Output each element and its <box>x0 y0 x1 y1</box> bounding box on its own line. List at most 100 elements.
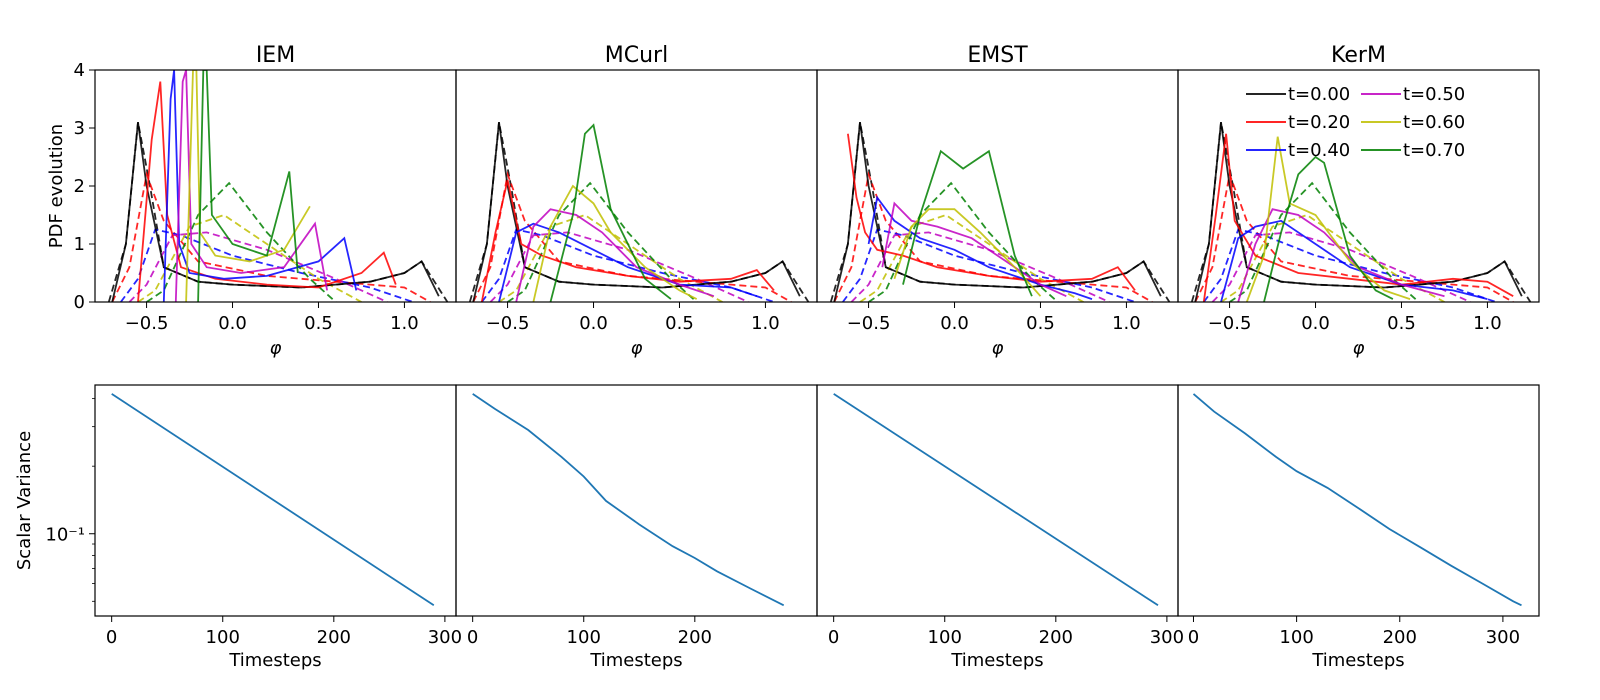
reference-line-t=0.50 <box>1211 231 1471 302</box>
series-line-t=0.60 <box>893 208 1042 297</box>
x-tick-label: 200 <box>1383 627 1417 648</box>
series-line-t=0.50 <box>174 70 328 302</box>
x-tick-label: 100 <box>1279 627 1313 648</box>
legend-label: t=0.60 <box>1403 112 1465 133</box>
x-tick-label: 0.5 <box>1387 313 1416 334</box>
x-tick-label: 0 <box>1188 627 1199 648</box>
legend-label: t=0.00 <box>1288 84 1350 105</box>
y-tick-label: 1 <box>74 234 85 255</box>
x-axis-label: Timesteps <box>228 650 321 671</box>
series-line-t=0.60 <box>185 70 311 302</box>
reference-line-t=0.50 <box>128 231 388 302</box>
variance-line <box>472 393 785 607</box>
axes-frame <box>1177 69 1540 303</box>
pdf-panel-iem <box>89 69 457 308</box>
series-line-t=0.20 <box>847 133 1136 291</box>
variance-panel-2 <box>455 384 818 622</box>
reference-line-t=0.60 <box>1220 214 1445 302</box>
plot-area <box>829 122 1171 302</box>
series-line-t=0.00 <box>1194 122 1523 302</box>
pdf-panel-emst <box>816 69 1179 308</box>
reference-line-t=0.20 <box>111 171 431 302</box>
x-axis-label: φ <box>992 338 1004 359</box>
series-line-t=0.50 <box>515 208 715 302</box>
x-tick-label: −0.5 <box>125 313 169 334</box>
x-tick-label: 300 <box>428 627 462 648</box>
x-axis-label: Timesteps <box>950 650 1043 671</box>
x-tick-label: 200 <box>678 627 712 648</box>
x-axis-label: Timesteps <box>589 650 682 671</box>
x-tick-label: 1.0 <box>751 313 780 334</box>
x-tick-label: 0.5 <box>304 313 333 334</box>
reference-line-t=0.40 <box>481 228 775 302</box>
x-tick-label: 100 <box>567 627 601 648</box>
x-axis-label: φ <box>631 338 643 359</box>
series-line-t=0.00 <box>833 122 1162 302</box>
x-tick-label: −0.5 <box>486 313 530 334</box>
legend-label: t=0.20 <box>1288 112 1350 133</box>
axes-frame <box>455 384 818 617</box>
reference-line-t=0.40 <box>1203 228 1497 302</box>
reference-line-t=0.20 <box>1194 171 1514 302</box>
axes-frame <box>1177 384 1540 617</box>
x-tick-label: 1.0 <box>1473 313 1502 334</box>
plot-area <box>1190 122 1532 302</box>
x-axis-label: φ <box>270 338 282 359</box>
series-line-t=0.70 <box>1263 155 1394 302</box>
series-line-t=0.70 <box>902 149 1033 297</box>
legend-label: t=0.40 <box>1288 140 1350 161</box>
reference-line-t=0.60 <box>498 214 723 302</box>
legend: t=0.00 t=0.20 t=0.40 t=0.50 t=0.60 t=0.70 <box>1246 84 1465 161</box>
panel-title: EMST <box>967 43 1028 68</box>
variance-panel-3 <box>816 384 1179 622</box>
x-tick-label: −0.5 <box>1208 313 1252 334</box>
variance-line <box>833 393 1159 607</box>
series-line-t=0.60 <box>1245 136 1411 302</box>
series-line-t=0.40 <box>162 70 358 302</box>
x-tick-label: 200 <box>1039 627 1073 648</box>
reference-line-t=0.40 <box>842 228 1136 302</box>
x-tick-label: 1.0 <box>390 313 419 334</box>
y-tick-label: 3 <box>74 118 85 139</box>
x-tick-label: 0 <box>467 627 478 648</box>
y-tick-label: 2 <box>74 176 85 197</box>
x-tick-label: 0.0 <box>940 313 969 334</box>
x-tick-label: 0 <box>106 627 117 648</box>
series-line-t=0.40 <box>498 222 758 302</box>
y-tick-label: 10⁻¹ <box>45 525 85 546</box>
series-line-t=0.50 <box>1237 208 1445 302</box>
panel-title: IEM <box>256 43 295 68</box>
series-line-t=0.20 <box>1202 133 1514 302</box>
x-tick-label: 200 <box>317 627 351 648</box>
pdf-y-axis-label: PDF evolution <box>46 124 67 248</box>
variance-line <box>111 393 435 607</box>
panel-title: MCurl <box>605 43 668 68</box>
legend-label: t=0.70 <box>1403 140 1465 161</box>
variance-panel-1 <box>89 384 457 622</box>
x-axis-label: φ <box>1353 338 1365 359</box>
series-line-t=0.20 <box>480 179 775 302</box>
y-tick-label: 0 <box>74 292 85 313</box>
variance-panel-4 <box>1177 384 1540 622</box>
x-tick-label: 100 <box>206 627 240 648</box>
plot-area <box>468 122 810 302</box>
series-line-t=0.40 <box>1220 219 1488 302</box>
y-tick-label: 4 <box>74 60 85 81</box>
series-line-t=0.50 <box>881 201 1067 298</box>
variance-y-axis-label: Scalar Variance <box>14 431 35 570</box>
reference-line-t=0.70 <box>868 181 1059 302</box>
reference-line-t=0.70 <box>146 181 337 302</box>
reference-line-t=0.70 <box>507 181 698 302</box>
series-line-t=0.70 <box>197 70 299 302</box>
x-tick-label: 0.5 <box>665 313 694 334</box>
plot-area <box>107 70 449 302</box>
x-tick-label: 300 <box>1486 627 1520 648</box>
series-line-t=0.60 <box>532 184 698 302</box>
series-line-t=0.20 <box>137 81 397 302</box>
reference-line-t=0.70 <box>1229 181 1420 302</box>
x-tick-label: 0.5 <box>1026 313 1055 334</box>
series-line-t=0.00 <box>111 122 440 302</box>
x-tick-label: 0.0 <box>218 313 247 334</box>
reference-line-t=0.50 <box>850 231 1110 302</box>
